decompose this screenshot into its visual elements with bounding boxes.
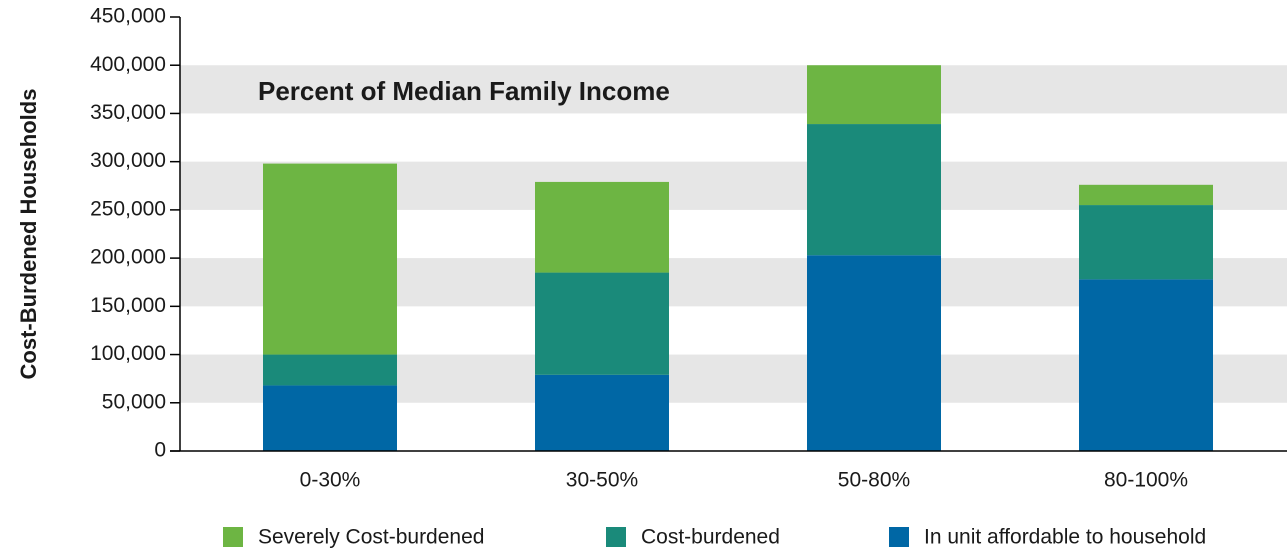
y-tick-label: 300,000 <box>90 149 166 172</box>
legend-label: Severely Cost-burdened <box>258 526 484 549</box>
bar-segment <box>263 385 397 451</box>
bar-segment <box>807 255 941 451</box>
legend-label: Cost-burdened <box>641 526 780 549</box>
y-tick-label: 400,000 <box>90 53 166 76</box>
y-tick-label: 0 <box>154 439 166 462</box>
bar-segment <box>535 272 669 375</box>
bar-segment <box>807 65 941 125</box>
bar-segment <box>263 163 397 355</box>
y-tick-label: 200,000 <box>90 246 166 269</box>
y-axis-label: Cost-Burdened Households <box>16 89 41 380</box>
y-tick-label: 450,000 <box>90 5 166 28</box>
x-tick-label: 50-80% <box>838 469 910 492</box>
bar-segment <box>1079 184 1213 206</box>
y-tick-label: 150,000 <box>90 294 166 317</box>
annotation: Percent of Median Family Income <box>258 76 670 106</box>
legend-label: In unit affordable to household <box>924 526 1206 549</box>
bar-segment <box>263 354 397 386</box>
y-tick-label: 100,000 <box>90 342 166 365</box>
legend-swatch <box>889 527 909 547</box>
legend-swatch <box>606 527 626 547</box>
bar-segment <box>535 374 669 451</box>
x-tick-label: 0-30% <box>300 469 361 492</box>
y-tick-label: 350,000 <box>90 101 166 124</box>
x-tick-label: 80-100% <box>1104 469 1188 492</box>
bar-segment <box>807 124 941 256</box>
x-tick-label: 30-50% <box>566 469 638 492</box>
y-tick-label: 250,000 <box>90 197 166 220</box>
grid-band <box>180 65 1287 114</box>
y-tick-label: 50,000 <box>102 390 166 413</box>
bar-segment <box>535 181 669 273</box>
legend-swatch <box>223 527 243 547</box>
bar-segment <box>1079 205 1213 280</box>
bar-segment <box>1079 279 1213 451</box>
